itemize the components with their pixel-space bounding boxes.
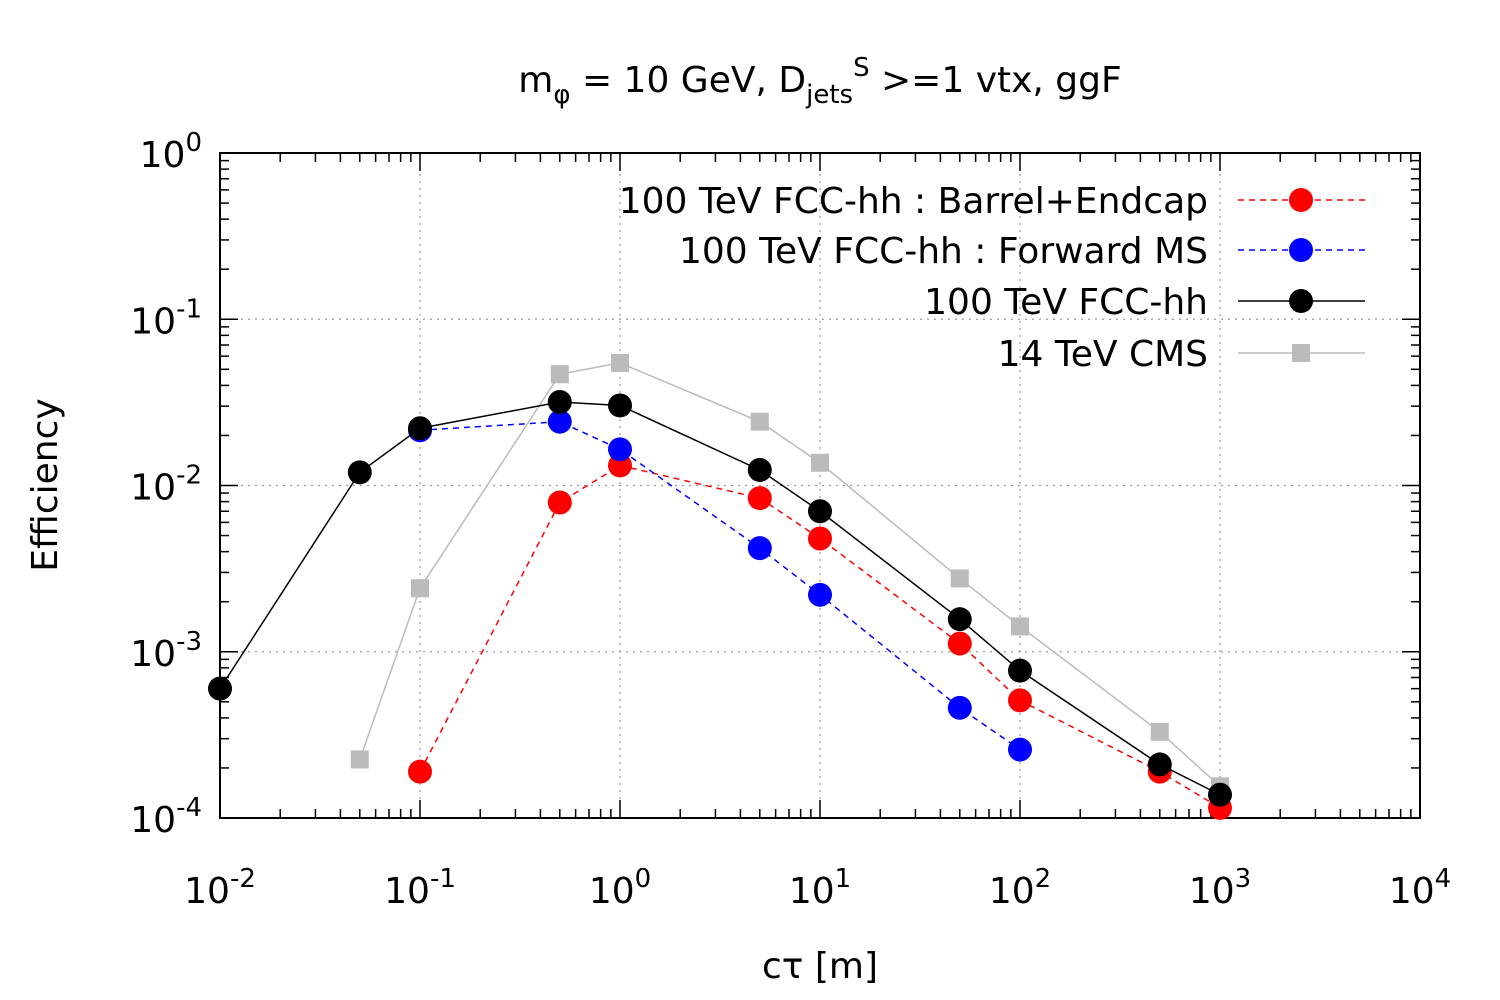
series-2 xyxy=(208,389,1232,807)
data-point xyxy=(608,437,632,462)
data-point xyxy=(208,676,232,701)
x-tick-label: 101 xyxy=(789,864,851,912)
x-tick-label-base: 10 xyxy=(384,871,430,912)
x-tick-label-exponent: 0 xyxy=(635,864,652,894)
legend-label: 100 TeV FCC-hh : Forward MS xyxy=(679,231,1208,272)
y-tick-label-base: 10 xyxy=(130,301,176,342)
chart-title: mφ = 10 GeV, DjetsS >=1 vtx, ggF xyxy=(518,53,1121,110)
data-point xyxy=(808,582,832,607)
x-tick-label: 10-1 xyxy=(384,864,456,912)
data-point xyxy=(1208,782,1232,807)
data-point xyxy=(1150,722,1169,741)
axis-tick-labels: 10-2 10-1 100 101 102 103 10410-410-310-210-11… xyxy=(130,128,1451,912)
y-tick-label: 10-3 xyxy=(130,627,202,675)
x-tick-label-exponent: 3 xyxy=(1235,864,1252,894)
data-point xyxy=(350,750,369,769)
data-point xyxy=(550,365,569,384)
data-point xyxy=(1008,737,1032,762)
y-tick-label-exponent: -4 xyxy=(176,793,202,823)
legend-label: 14 TeV CMS xyxy=(998,334,1208,375)
x-tick-label: 104 xyxy=(1389,864,1451,912)
series-layer xyxy=(208,353,1232,820)
y-tick-label-exponent: -3 xyxy=(176,627,202,657)
y-axis-label: Efficiency xyxy=(25,398,66,571)
data-point xyxy=(347,460,372,485)
data-point xyxy=(1008,658,1032,683)
data-point xyxy=(611,353,629,372)
y-tick-label-base: 10 xyxy=(130,800,176,841)
x-axis-label: cτ [m] xyxy=(762,946,878,987)
x-tick-label-base: 10 xyxy=(589,871,635,912)
data-point xyxy=(747,536,772,561)
x-tick-label: 103 xyxy=(1189,864,1251,912)
data-point xyxy=(547,389,572,414)
x-tick-label-base: 10 xyxy=(1189,871,1235,912)
series-line xyxy=(359,362,1221,787)
x-tick-label: 102 xyxy=(989,864,1051,912)
y-tick-label-exponent: -1 xyxy=(176,294,202,324)
series-line xyxy=(219,401,1221,796)
y-tick-label-base: 10 xyxy=(130,634,176,675)
data-point xyxy=(947,607,972,632)
y-tick-label-base: 10 xyxy=(130,468,176,509)
x-tick-label: 100 xyxy=(589,864,651,912)
data-point xyxy=(747,457,772,482)
legend-marker xyxy=(1292,344,1310,362)
legend: 100 TeV FCC-hh : Barrel+Endcap 100 TeV FC… xyxy=(619,181,1365,375)
data-point xyxy=(547,490,572,515)
x-tick-label-exponent: -2 xyxy=(230,864,256,894)
x-tick-label-exponent: 4 xyxy=(1435,864,1452,894)
y-tick-label-exponent: -2 xyxy=(176,461,202,491)
data-point xyxy=(747,486,772,511)
y-tick-label-exponent: 0 xyxy=(185,128,202,158)
data-point xyxy=(411,579,429,598)
data-point xyxy=(808,499,832,524)
legend-marker xyxy=(1289,238,1313,262)
x-tick-label-exponent: 2 xyxy=(1035,864,1052,894)
data-point xyxy=(1147,752,1172,777)
data-point xyxy=(408,759,432,784)
x-tick-label-exponent: 1 xyxy=(835,864,852,894)
data-point xyxy=(947,695,972,720)
data-point xyxy=(408,416,432,441)
data-point xyxy=(1008,688,1032,713)
data-point xyxy=(811,453,829,472)
data-point xyxy=(808,526,832,551)
y-tick-label: 100 xyxy=(140,128,202,176)
y-tick-label: 10-1 xyxy=(130,294,202,342)
data-point xyxy=(547,409,572,434)
x-tick-label-base: 10 xyxy=(184,871,230,912)
data-point xyxy=(608,393,632,418)
x-tick-label-exponent: -1 xyxy=(430,864,456,894)
x-tick-label: 10-2 xyxy=(184,864,256,912)
legend-marker xyxy=(1289,188,1313,212)
y-tick-label: 10-4 xyxy=(130,793,202,841)
x-tick-label-base: 10 xyxy=(989,871,1035,912)
legend-label: 100 TeV FCC-hh xyxy=(924,282,1208,323)
series-0 xyxy=(408,453,1232,820)
legend-marker xyxy=(1289,289,1313,313)
legend-label: 100 TeV FCC-hh : Barrel+Endcap xyxy=(619,181,1208,222)
data-point xyxy=(1011,617,1029,636)
data-point xyxy=(750,412,769,431)
data-point xyxy=(947,631,972,656)
x-tick-label-base: 10 xyxy=(789,871,835,912)
series-3 xyxy=(350,353,1229,796)
y-tick-label-base: 10 xyxy=(140,135,186,176)
x-tick-label-base: 10 xyxy=(1389,871,1435,912)
data-point xyxy=(950,569,969,588)
series-line xyxy=(419,420,1021,751)
y-tick-label: 10-2 xyxy=(130,461,202,509)
